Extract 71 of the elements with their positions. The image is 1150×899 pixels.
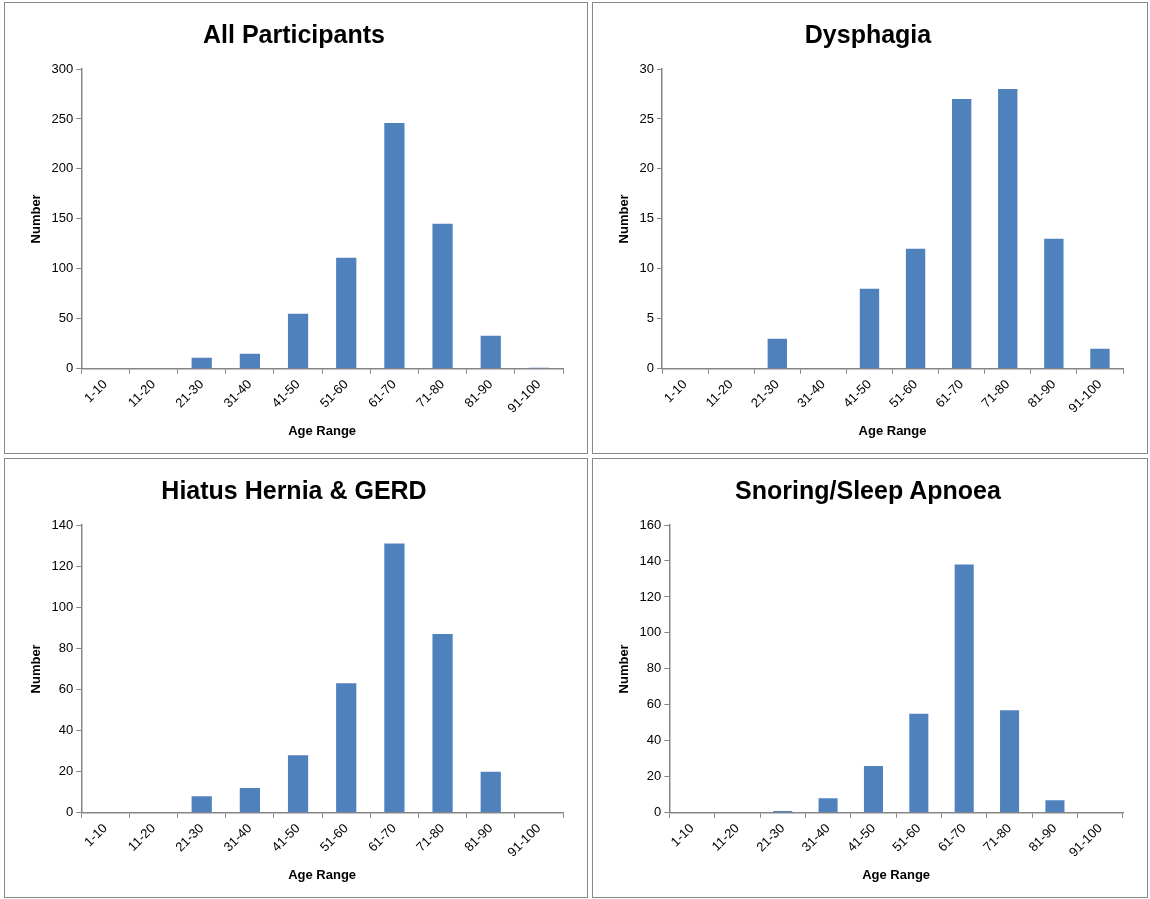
bar — [336, 257, 357, 369]
y-tick-label: 140 — [639, 552, 662, 568]
y-tick-label: 120 — [639, 588, 662, 604]
y-tick-label: 80 — [646, 660, 662, 676]
y-tick-label: 20 — [639, 160, 655, 176]
y-axis-title: Number — [28, 194, 44, 244]
y-tick-label: 200 — [51, 160, 74, 176]
y-tick-label: 300 — [51, 60, 74, 76]
x-axis-title: Age Range — [288, 422, 357, 438]
bar — [1090, 348, 1110, 369]
y-tick-label: 0 — [66, 804, 74, 820]
y-tick-label: 160 — [639, 516, 662, 532]
y-tick-label: 25 — [639, 110, 655, 126]
y-tick-label: 40 — [646, 732, 662, 748]
y-tick-label: 100 — [639, 624, 662, 640]
bar — [191, 357, 212, 369]
y-tick-label: 60 — [646, 696, 662, 712]
chart-title: Snoring/Sleep Apnoea — [735, 475, 1002, 504]
y-tick-label: 5 — [646, 310, 655, 326]
chart-title: All Participants — [203, 19, 385, 48]
bar — [432, 223, 453, 369]
bar — [336, 683, 357, 813]
y-axis-title: Number — [616, 644, 632, 694]
x-axis-title: Age Range — [862, 866, 931, 882]
bar — [287, 313, 309, 369]
y-tick-label: 150 — [51, 210, 74, 226]
x-tick-label: 1-10 — [660, 376, 690, 406]
y-tick-label: 20 — [646, 768, 662, 784]
bar — [1045, 800, 1065, 813]
y-axis-title: Number — [28, 644, 44, 694]
x-axis-title: Age Range — [288, 866, 357, 882]
chart-title: Dysphagia — [804, 19, 933, 48]
y-tick-label: 10 — [639, 260, 655, 276]
y-tick-label: 100 — [51, 598, 74, 614]
y-tick-label: 50 — [58, 310, 74, 326]
y-tick-label: 140 — [51, 516, 74, 532]
bar — [239, 353, 260, 369]
bar — [767, 338, 787, 369]
y-tick-label: 100 — [51, 260, 74, 276]
bar — [480, 335, 501, 369]
bar — [954, 564, 974, 813]
bar — [287, 755, 309, 813]
y-tick-label: 15 — [639, 210, 655, 226]
y-tick-label: 120 — [51, 557, 74, 573]
y-tick-label: 0 — [66, 360, 74, 376]
bar — [384, 122, 405, 369]
bar — [998, 88, 1018, 369]
bar — [384, 543, 405, 813]
y-tick-label: 40 — [58, 722, 74, 738]
bar — [239, 788, 260, 813]
y-tick-label: 30 — [639, 60, 655, 76]
bar — [859, 288, 880, 369]
y-tick-label: 20 — [58, 763, 74, 779]
chart-title: Hiatus Hernia & GERD — [161, 475, 427, 504]
bar — [1000, 710, 1020, 813]
bar — [905, 248, 926, 369]
y-tick-label: 250 — [51, 110, 74, 126]
bar — [951, 98, 972, 369]
y-tick-label: 60 — [58, 681, 74, 696]
bar — [480, 771, 501, 813]
bar — [432, 633, 453, 813]
x-axis-title: Age Range — [858, 422, 927, 438]
y-tick-label: 80 — [58, 639, 74, 655]
bar — [818, 798, 838, 813]
y-tick-label: 0 — [646, 360, 655, 376]
bar — [909, 713, 929, 813]
y-tick-label: 0 — [654, 804, 662, 820]
bar — [863, 765, 883, 813]
bar — [1044, 238, 1064, 369]
y-axis-title: Number — [616, 194, 632, 244]
bar — [191, 796, 212, 813]
